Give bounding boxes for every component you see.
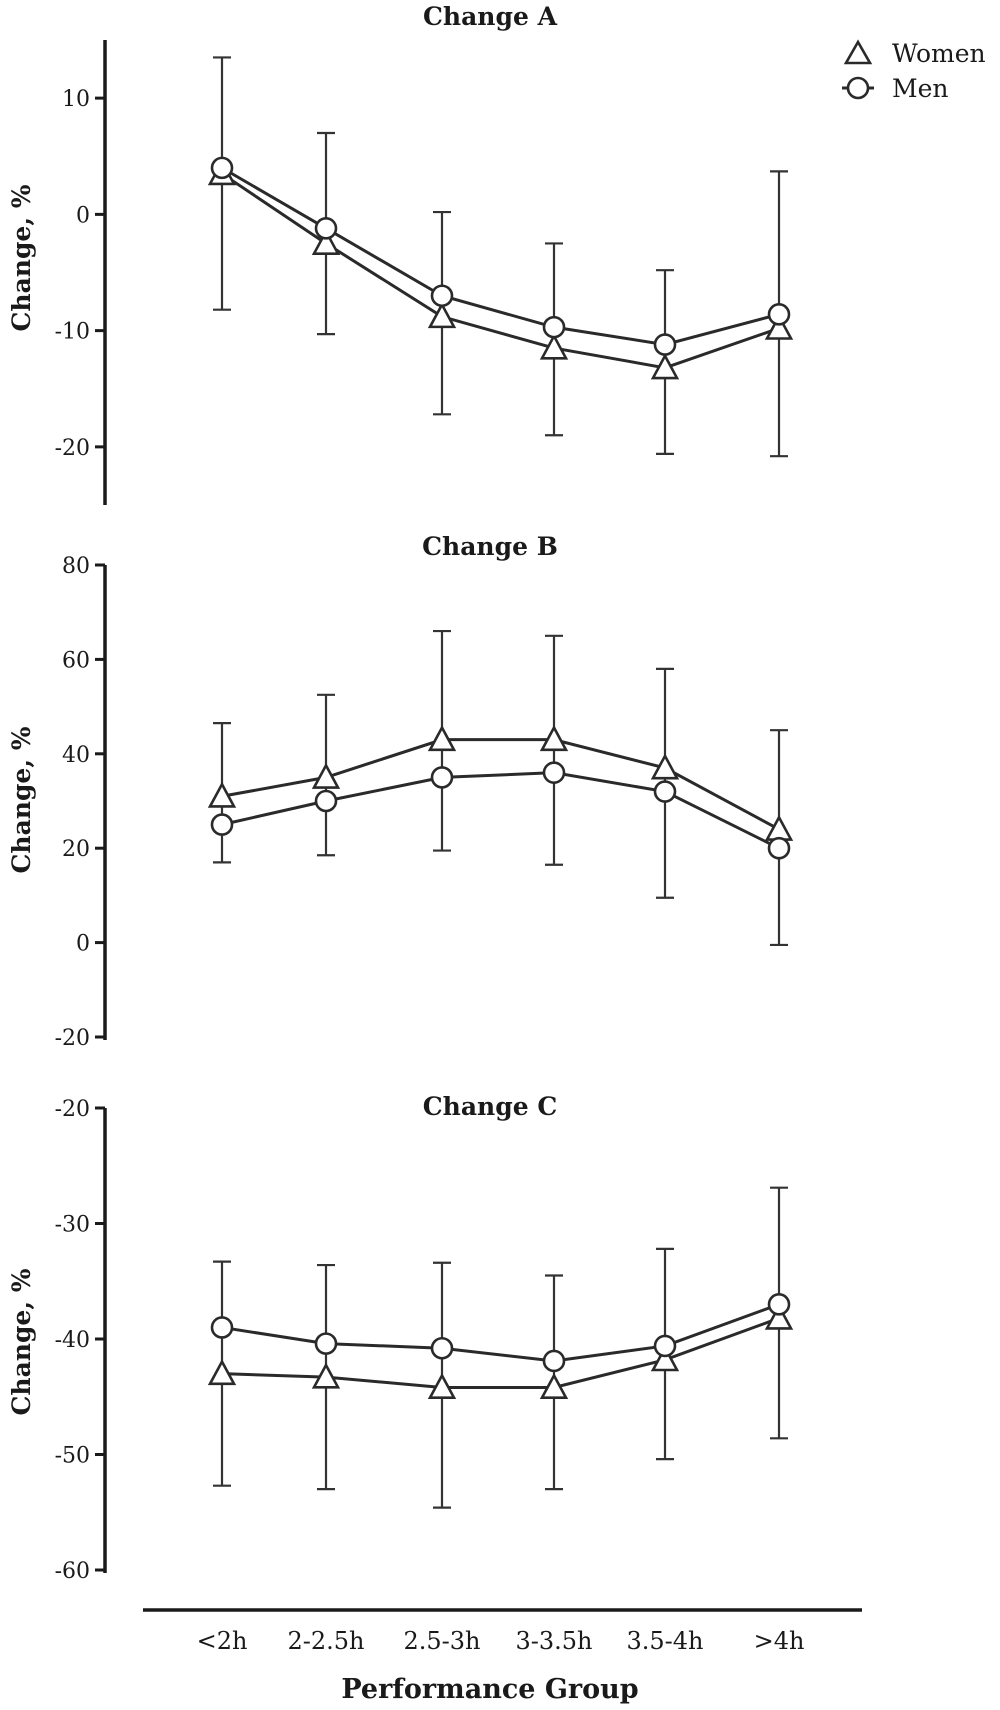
- point-men-circle: [653, 333, 677, 356]
- x-tick-label: 2-2.5h: [287, 1627, 364, 1655]
- series-line-men: [221, 771, 780, 850]
- point-men-circle: [210, 1316, 234, 1339]
- chart-title: Change B: [422, 532, 558, 561]
- legend: Women Men: [842, 39, 986, 103]
- series-line-women: [221, 738, 780, 831]
- y-tick-label: 0: [76, 932, 90, 957]
- y-tick-label: -10: [55, 320, 90, 345]
- point-men-circle: [767, 1293, 791, 1316]
- x-axis-label: Performance Group: [341, 1674, 638, 1705]
- y-tick-label: 0: [76, 203, 90, 228]
- point-women-triangle: [539, 724, 569, 752]
- point-women-triangle: [539, 1372, 569, 1400]
- panel-change-c: Change C Change, % -20 -30 -40 -50 -60: [7, 1092, 794, 1584]
- point-women-triangle: [764, 1303, 794, 1330]
- y-tick-label: -60: [55, 1559, 90, 1584]
- chart-title: Change A: [423, 2, 558, 31]
- point-women-triangle: [764, 814, 794, 841]
- point-men-circle: [430, 1336, 454, 1360]
- point-women-triangle: [207, 781, 237, 808]
- y-tick-label: 80: [62, 554, 90, 579]
- chart-title: Change C: [423, 1092, 557, 1121]
- point-men-circle: [653, 1334, 677, 1358]
- point-men-circle: [314, 789, 338, 813]
- x-tick-label: <2h: [197, 1627, 248, 1655]
- point-men-circle: [767, 836, 791, 860]
- point-women-triangle: [311, 762, 341, 789]
- y-tick-label: -20: [55, 1097, 90, 1122]
- y-tick-label: 20: [62, 837, 90, 862]
- legend-men-label: Men: [892, 74, 949, 103]
- y-axis-label: Change, %: [7, 184, 36, 331]
- point-women-triangle: [650, 353, 680, 380]
- y-tick-label: 10: [62, 87, 90, 112]
- point-men-circle: [767, 303, 791, 326]
- series-line-men: [221, 1302, 780, 1363]
- point-women-triangle: [427, 724, 457, 752]
- point-men-circle: [542, 761, 566, 784]
- x-tick-label: >4h: [754, 1627, 805, 1655]
- series-line-men: [221, 166, 780, 347]
- point-men-circle: [653, 780, 677, 803]
- point-men-circle: [210, 813, 234, 836]
- panel-change-b: Change B Change, % 80 60 40 20 0 -20: [7, 532, 794, 1051]
- x-tick-label: 3.5-4h: [626, 1627, 703, 1655]
- point-women-triangle: [207, 1358, 237, 1386]
- point-women-triangle: [311, 1362, 341, 1389]
- y-tick-label: -40: [55, 1328, 90, 1353]
- y-axis-label: Change, %: [7, 726, 36, 873]
- point-men-circle: [210, 156, 234, 180]
- y-tick-label: -50: [55, 1444, 90, 1469]
- x-axis: <2h 2-2.5h 2.5-3h 3-3.5h 3.5-4h >4h Performan…: [143, 1608, 862, 1705]
- y-tick-label: -20: [55, 1026, 90, 1051]
- point-men-circle: [314, 217, 338, 240]
- panel-change-a: Change A Change, % 10 0 -10 -20: [7, 2, 794, 505]
- series-line-women: [221, 1316, 780, 1390]
- y-tick-label: 40: [62, 743, 90, 768]
- series-line-women: [221, 172, 780, 370]
- legend-women-label: Women: [892, 39, 986, 68]
- y-tick-label: -30: [55, 1213, 90, 1238]
- legend-men-circle-icon: [846, 76, 870, 100]
- point-men-circle: [314, 1332, 338, 1355]
- point-women-triangle: [539, 333, 569, 360]
- point-women-triangle: [427, 1372, 457, 1400]
- y-tick-label: 60: [62, 648, 90, 673]
- x-tick-label: 3-3.5h: [515, 1627, 592, 1655]
- y-tick-label: -20: [55, 436, 90, 461]
- legend-women-triangle-icon: [843, 39, 873, 65]
- x-tick-label: 2.5-3h: [403, 1627, 480, 1655]
- point-men-circle: [430, 766, 454, 789]
- point-women-triangle: [650, 753, 680, 780]
- point-women-triangle: [764, 313, 794, 340]
- point-women-triangle: [650, 1345, 680, 1372]
- point-women-triangle: [311, 228, 341, 255]
- x-ticks: <2h 2-2.5h 2.5-3h 3-3.5h 3.5-4h >4h: [197, 1627, 805, 1655]
- point-men-circle: [542, 1349, 566, 1373]
- point-men-circle: [430, 284, 454, 308]
- point-men-circle: [542, 315, 566, 339]
- point-women-triangle: [427, 301, 457, 329]
- y-axis-label: Change, %: [7, 1268, 36, 1415]
